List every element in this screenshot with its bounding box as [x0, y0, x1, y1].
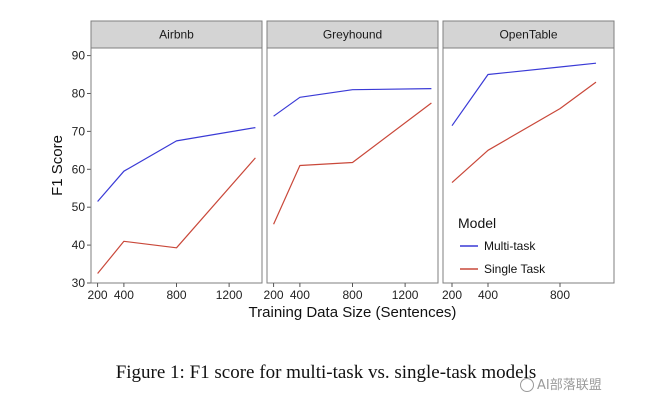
x-tick-label: 1200 — [216, 288, 243, 302]
series-line-single-task — [273, 102, 432, 225]
y-tick-label: 80 — [72, 86, 86, 100]
watermark-text: AI部落联盟 — [537, 378, 602, 393]
facet-title: OpenTable — [499, 28, 557, 42]
facet-panel-airbnb: Airbnb 200 400 800 1200 — [88, 20, 263, 302]
y-tick-label: 50 — [72, 200, 86, 214]
facet-strip — [442, 20, 615, 49]
x-tick-label: 200 — [264, 288, 284, 302]
x-tick-label: 800 — [550, 288, 570, 302]
x-axis-title: Training Data Size (Sentences) — [249, 304, 457, 321]
legend-label-single-task: Single Task — [484, 262, 546, 276]
wechat-icon — [520, 378, 534, 392]
series-line-single-task — [451, 81, 597, 184]
plot-panel — [266, 47, 439, 284]
x-tick-label: 400 — [114, 288, 134, 302]
x-tick-label: 800 — [166, 288, 186, 302]
x-tick-label: 400 — [478, 288, 498, 302]
x-tick-label: 1200 — [392, 288, 419, 302]
x-tick-label: 400 — [290, 288, 310, 302]
facet-panel-opentable: OpenTable 200 400 800 — [442, 20, 615, 302]
y-tick-label: 40 — [72, 238, 86, 252]
legend-label-multi-task: Multi-task — [484, 239, 536, 253]
legend-title: Model — [458, 215, 496, 231]
watermark: AI部落联盟 — [520, 374, 602, 393]
y-tick-label: 60 — [72, 162, 86, 176]
series-line-multi-task — [451, 62, 597, 127]
series-line-multi-task — [273, 88, 432, 117]
facet-title: Airbnb — [159, 28, 194, 42]
series-line-multi-task — [97, 127, 256, 202]
y-tick-label: 30 — [72, 276, 86, 290]
facet-title: Greyhound — [323, 28, 382, 42]
x-tick-label: 200 — [88, 288, 108, 302]
facet-strip — [266, 20, 439, 49]
legend: Model Multi-task Single Task — [458, 215, 546, 276]
y-tick-label: 70 — [72, 124, 86, 138]
x-tick-label: 800 — [342, 288, 362, 302]
chart-figure: 30 40 50 60 70 80 90 F1 Score Training Data Size… — [49, 20, 615, 321]
facet-panel-greyhound: Greyhound 200 400 800 1200 — [264, 20, 439, 302]
y-axis-title: F1 Score — [49, 135, 66, 196]
series-line-single-task — [97, 157, 256, 274]
figure-caption: Figure 1: F1 score for multi-task vs. si… — [115, 362, 537, 383]
y-tick-label: 90 — [72, 49, 86, 63]
plot-panel — [90, 47, 263, 284]
chart-root: 30 40 50 60 70 80 90 F1 Score Training Data Size… — [49, 20, 615, 321]
x-tick-label: 200 — [442, 288, 462, 302]
